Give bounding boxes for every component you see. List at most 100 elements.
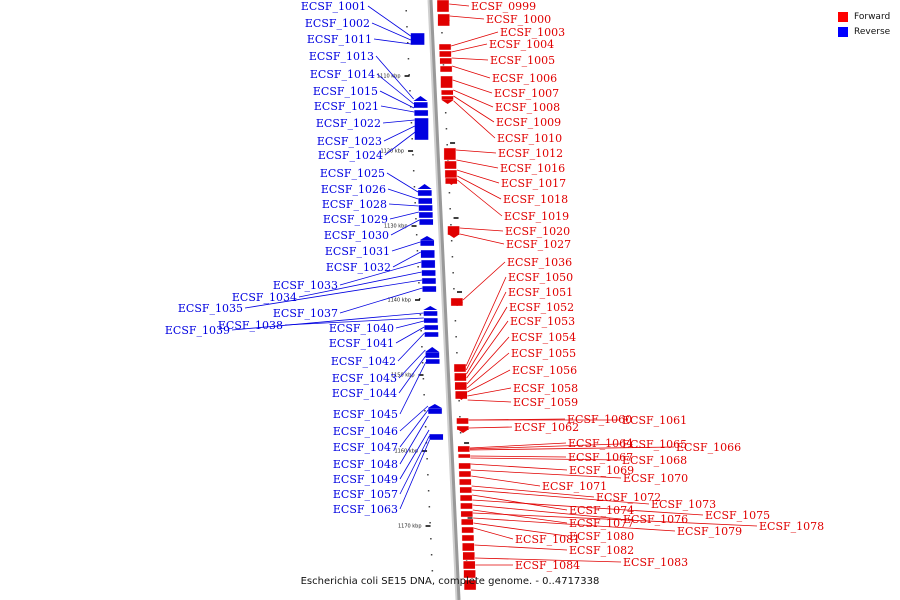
forward-gene-block	[453, 363, 467, 373]
forward-gene-block	[441, 95, 454, 101]
forward-gene-block	[458, 470, 472, 478]
reverse-leader-line	[391, 241, 421, 252]
axis-dot	[418, 282, 420, 284]
forward-gene-block	[463, 569, 476, 579]
reverse-gene-label: ECSF_1015	[313, 85, 378, 98]
forward-gene-arrow	[447, 234, 460, 238]
forward-leader-line	[468, 426, 513, 429]
forward-gene-block	[441, 89, 454, 96]
scale-tick-label: 1120 kbp	[380, 149, 404, 155]
forward-gene-label: ECSF_1066	[676, 441, 741, 454]
reverse-leader-line	[398, 349, 426, 379]
reverse-leader-line	[397, 332, 425, 362]
forward-gene-label: ECSF_1003	[500, 26, 565, 39]
axis-dot	[406, 26, 408, 28]
forward-gene-label: ECSF_1079	[677, 525, 742, 538]
axis-dot	[418, 298, 421, 300]
reverse-gene-label: ECSF_1022	[316, 117, 381, 130]
reverse-gene-block	[417, 189, 433, 197]
forward-gene-label: ECSF_1073	[651, 498, 716, 511]
reverse-gene-label: ECSF_1046	[333, 425, 398, 438]
forward-leader-line	[473, 522, 568, 537]
reverse-gene-block	[421, 277, 437, 285]
reverse-gene-block	[410, 32, 425, 46]
reverse-gene-label: ECSF_1044	[332, 387, 397, 400]
legend-swatch-reverse	[838, 26, 848, 37]
reverse-gene-block	[424, 331, 439, 338]
forward-gene-label: ECSF_1074	[569, 504, 634, 517]
axis-dot	[430, 554, 433, 556]
forward-gene-block	[443, 147, 457, 161]
axis-dot	[450, 224, 452, 226]
forward-leader-line	[470, 455, 567, 458]
forward-gene-label: ECSF_1071	[542, 480, 607, 493]
reverse-leader-line	[382, 119, 415, 124]
reverse-gene-label: ECSF_1021	[314, 100, 379, 113]
reverse-gene-block	[420, 239, 435, 247]
forward-gene-label: ECSF_1020	[505, 225, 570, 238]
forward-gene-label: ECSF_1065	[622, 438, 687, 451]
reverse-leader-line	[390, 219, 420, 236]
forward-gene-block	[462, 551, 475, 561]
scale-tick-label: 1160 kbp	[394, 449, 418, 455]
forward-gene-block	[454, 372, 467, 382]
reverse-gene-label: ECSF_1039	[165, 324, 230, 337]
reverse-gene-label: ECSF_1029	[323, 213, 388, 226]
forward-leader-line	[453, 89, 494, 108]
axis-dot	[413, 186, 416, 188]
forward-leader-line	[472, 499, 704, 516]
forward-leader-line	[473, 527, 514, 540]
forward-leader-line	[474, 544, 568, 551]
forward-leader-line	[451, 65, 491, 79]
reverse-gene-block	[427, 407, 443, 415]
forward-gene-label: ECSF_1067	[568, 451, 633, 464]
reverse-gene-label: ECSF_1040	[329, 322, 394, 335]
reverse-gene-block	[413, 101, 428, 109]
forward-leader-line	[451, 31, 499, 47]
reverse-gene-label: ECSF_1001	[301, 0, 366, 13]
reverse-gene-label: ECSF_1023	[317, 135, 382, 148]
reverse-gene-block	[418, 204, 433, 212]
forward-leader-line	[459, 227, 504, 232]
reverse-leader-line	[231, 312, 424, 331]
forward-gene-label: ECSF_1005	[490, 54, 555, 67]
forward-gene-label: ECSF_1019	[504, 210, 569, 223]
reverse-leader-line	[399, 429, 430, 480]
forward-leader-line	[451, 57, 489, 61]
reverse-gene-arrow	[427, 404, 442, 408]
forward-gene-block	[460, 510, 474, 518]
axis-dot	[422, 378, 425, 380]
forward-leader-line	[467, 387, 512, 397]
forward-leader-line	[453, 100, 496, 139]
axis-dot	[430, 538, 432, 540]
axis-dot	[427, 490, 430, 492]
reverse-gene-arrow	[420, 236, 435, 240]
forward-leader-line	[472, 504, 622, 520]
reverse-gene-arrow	[425, 347, 440, 352]
axis-dot	[458, 400, 460, 402]
axis-shadow	[427, 0, 459, 600]
forward-leader-line	[472, 494, 568, 511]
forward-leader-line	[467, 399, 512, 403]
reverse-leader-line	[386, 172, 419, 193]
genome-caption: Escherichia coli SE15 DNA, complete geno…	[300, 576, 600, 587]
forward-gene-label: ECSF_1036	[507, 256, 572, 269]
forward-gene-block	[462, 542, 475, 552]
reverse-gene-label: ECSF_1057	[333, 488, 398, 501]
axis-dot	[419, 314, 422, 316]
forward-gene-block	[454, 381, 468, 391]
axis-dot	[415, 218, 417, 220]
reverse-gene-label: ECSF_1047	[333, 441, 398, 454]
axis-dot	[450, 240, 453, 242]
forward-gene-label: ECSF_1078	[759, 520, 824, 533]
legend: Forward Reverse	[838, 9, 890, 39]
forward-gene-block	[438, 43, 452, 51]
reverse-gene-label: ECSF_1045	[333, 408, 398, 421]
forward-gene-label: ECSF_1053	[510, 315, 575, 328]
forward-leader-line	[469, 443, 621, 450]
forward-leader-line	[452, 79, 493, 94]
reverse-gene-block	[422, 285, 437, 293]
axis-dot	[410, 122, 413, 124]
scale-tick-label: 1170 kbp	[398, 524, 422, 530]
forward-gene-label: ECSF_1070	[623, 472, 688, 485]
